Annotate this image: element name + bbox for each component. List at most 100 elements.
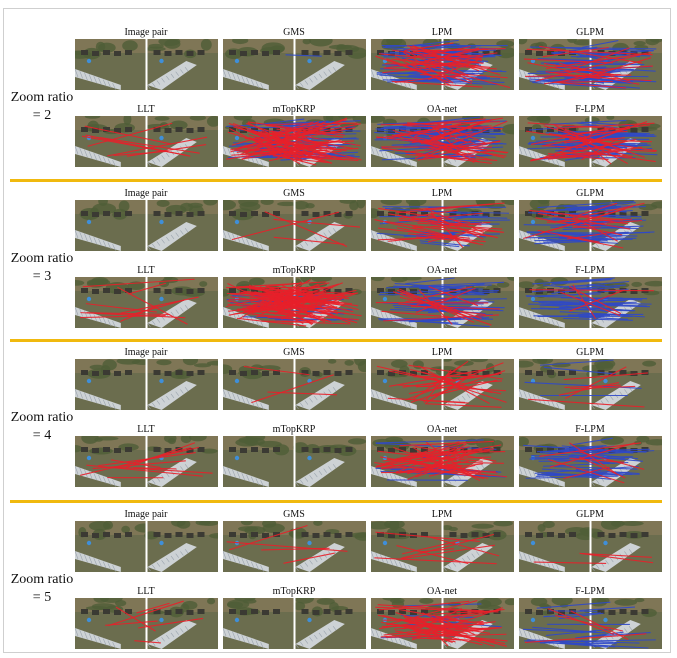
outlier-match-line: [264, 211, 348, 247]
match-visualization: [519, 359, 662, 410]
outlier-match-line: [533, 561, 607, 565]
outlier-match-line: [526, 48, 653, 56]
outlier-match-line: [420, 74, 461, 78]
inlier-match-line: [539, 307, 599, 311]
outlier-match-line: [428, 58, 482, 81]
inlier-match-line: [527, 70, 634, 75]
outlier-match-line: [407, 60, 511, 89]
match-visualization: [75, 116, 218, 167]
method-title: GLPM: [576, 347, 604, 358]
inlier-match-line: [532, 626, 597, 633]
outlier-match-line: [408, 385, 454, 395]
zoom-ratio-label: Zoom ratio = 2: [6, 89, 78, 125]
outlier-match-line: [267, 316, 314, 322]
outlier-match-line: [539, 442, 642, 457]
outlier-match-line: [374, 462, 489, 479]
result-thumbnail: [519, 436, 662, 487]
outlier-match-line: [564, 137, 625, 144]
outlier-match-line: [581, 138, 618, 161]
figure-panel: Zoom ratio = 2 Image pair GMS LPM GLPM LLT mTop…: [3, 8, 671, 653]
image-divider: [145, 359, 148, 410]
inlier-match-line: [548, 237, 637, 239]
outlier-match-line: [543, 62, 615, 76]
outlier-match-line: [432, 609, 500, 615]
outlier-match-line: [251, 148, 336, 158]
method-title: F-LPM: [575, 424, 605, 435]
match-visualization: [371, 39, 514, 90]
outlier-match-line: [398, 618, 508, 647]
image-divider: [145, 200, 148, 251]
outlier-match-line: [379, 613, 471, 630]
inlier-match-line: [532, 277, 615, 285]
inlier-match-line: [539, 359, 614, 366]
inlier-match-line: [428, 283, 485, 291]
inlier-match-line: [375, 439, 484, 444]
outlier-match-line: [253, 127, 356, 148]
match-visualization: [519, 200, 662, 251]
outlier-match-line: [388, 234, 452, 242]
outlier-match-line: [419, 448, 483, 456]
inlier-match-line: [402, 603, 482, 607]
method-title: LPM: [431, 188, 453, 199]
inlier-match-line: [526, 293, 601, 297]
inlier-match-line: [526, 639, 656, 643]
inlier-match-line: [552, 278, 613, 284]
outlier-match-line: [429, 143, 507, 157]
outlier-match-line: [405, 362, 504, 401]
outlier-match-line: [263, 311, 359, 321]
inlier-match-line: [375, 442, 497, 450]
zoom-ratio-title: Zoom ratio: [10, 410, 74, 425]
outlier-match-line: [374, 219, 459, 240]
image-divider: [441, 598, 444, 649]
outlier-match-line: [273, 218, 361, 228]
outlier-match-line: [396, 227, 484, 246]
outlier-match-line: [582, 553, 652, 558]
outlier-match-line: [227, 131, 322, 162]
image-divider: [293, 200, 296, 251]
result-thumbnail: [371, 200, 514, 251]
result-thumbnail: [223, 277, 366, 328]
method-title: LPM: [431, 27, 453, 38]
outlier-match-line: [577, 202, 618, 216]
outlier-match-line: [120, 304, 160, 322]
match-visualization: [75, 359, 218, 410]
inlier-match-line: [576, 53, 624, 58]
method-title: Image pair: [124, 509, 168, 520]
inlier-match-line: [548, 445, 615, 453]
image-divider: [145, 521, 148, 572]
outlier-match-line: [80, 312, 186, 319]
outlier-match-line: [397, 289, 482, 320]
outlier-match-line: [236, 281, 327, 288]
outlier-match-line: [421, 48, 485, 63]
outlier-match-line: [547, 458, 625, 484]
outlier-match-line: [422, 371, 451, 381]
result-thumbnail: [75, 436, 218, 487]
outlier-match-line: [559, 234, 624, 249]
result-thumbnail: [519, 200, 662, 251]
outlier-match-line: [236, 144, 316, 153]
image-divider: [589, 359, 592, 410]
outlier-match-line: [554, 80, 613, 83]
image-divider: [293, 521, 296, 572]
inlier-match-line: [546, 304, 635, 312]
match-visualization: [75, 200, 218, 251]
outlier-match-line: [227, 303, 305, 313]
outlier-match-line: [113, 150, 169, 157]
outlier-match-line: [399, 291, 475, 324]
method-title: F-LPM: [575, 265, 605, 276]
outlier-match-line: [414, 120, 508, 160]
match-visualization: [371, 436, 514, 487]
inlier-match-line: [536, 79, 602, 86]
outlier-match-line: [402, 372, 502, 388]
group-separator: [10, 500, 662, 503]
result-thumbnail: [371, 436, 514, 487]
outlier-match-line: [252, 304, 346, 314]
inlier-match-line: [565, 47, 654, 52]
result-thumbnail: [371, 116, 514, 167]
result-thumbnail: [371, 521, 514, 572]
outlier-match-line: [385, 600, 478, 626]
outlier-match-line: [410, 138, 508, 154]
outlier-match-line: [248, 284, 351, 324]
outlier-match-line: [227, 283, 314, 325]
result-thumbnail: [519, 598, 662, 649]
